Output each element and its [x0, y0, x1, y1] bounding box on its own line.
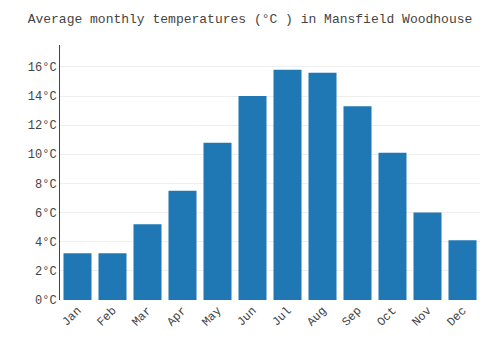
svg-text:Apr: Apr [164, 304, 189, 329]
svg-text:Mar: Mar [129, 304, 154, 329]
svg-text:Jul: Jul [269, 304, 294, 329]
svg-text:Jun: Jun [234, 304, 259, 329]
svg-text:0°C: 0°C [35, 294, 57, 308]
svg-text:14°C: 14°C [28, 90, 57, 104]
svg-text:Oct: Oct [374, 304, 399, 329]
svg-text:May: May [199, 304, 224, 329]
svg-text:6°C: 6°C [35, 207, 57, 221]
svg-text:Feb: Feb [94, 304, 119, 329]
svg-text:8°C: 8°C [35, 178, 57, 192]
svg-text:Dec: Dec [444, 304, 469, 329]
svg-text:10°C: 10°C [28, 148, 57, 162]
svg-text:12°C: 12°C [28, 119, 57, 133]
svg-text:Sep: Sep [339, 304, 364, 329]
svg-text:Nov: Nov [409, 304, 434, 329]
svg-text:4°C: 4°C [35, 236, 57, 250]
svg-text:Aug: Aug [304, 304, 329, 329]
svg-text:16°C: 16°C [28, 61, 57, 75]
svg-text:Jan: Jan [59, 304, 84, 329]
svg-text:Average monthly temperatures (: Average monthly temperatures (°C ) in Ma… [28, 12, 473, 27]
svg-text:2°C: 2°C [35, 265, 57, 279]
